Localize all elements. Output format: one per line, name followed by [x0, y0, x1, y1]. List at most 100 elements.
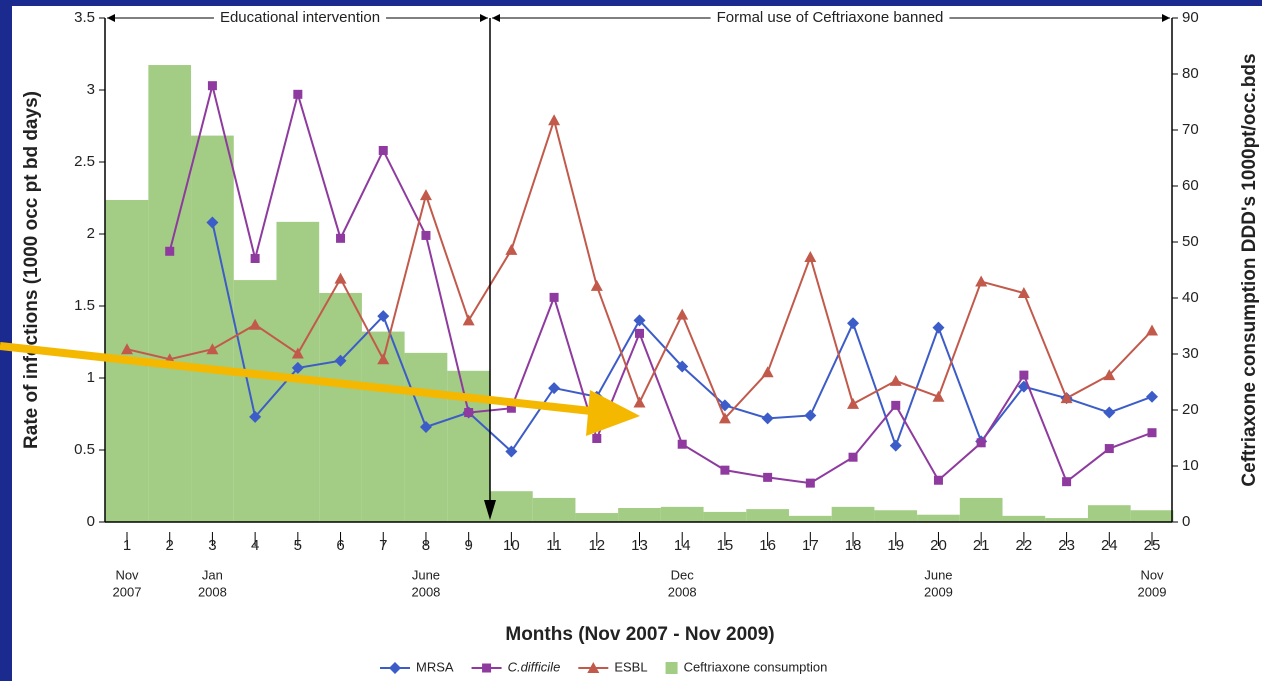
x-tick-label: 16 — [759, 537, 776, 554]
marker — [1147, 428, 1157, 438]
y2-tick-label: 20 — [1182, 401, 1199, 418]
y2-tick-label: 70 — [1182, 121, 1199, 138]
marker — [847, 317, 860, 330]
bar — [490, 491, 533, 522]
y-tick-label: 3 — [87, 81, 95, 98]
x-tick-label: 9 — [464, 537, 472, 554]
marker — [506, 403, 516, 413]
y-tick-label: 0.5 — [74, 441, 95, 458]
y-tick-label: 1.5 — [74, 297, 95, 314]
x-tick-label: 6 — [336, 537, 344, 554]
marker — [293, 89, 303, 99]
x-tick-label: 11 — [546, 537, 562, 554]
marker — [633, 314, 646, 327]
x-tick-label: 19 — [887, 537, 904, 554]
legend-marker — [665, 662, 678, 674]
y-tick-label: 3.5 — [74, 9, 95, 26]
marker — [207, 81, 217, 91]
x-tick-label: 13 — [631, 537, 648, 554]
bar — [831, 506, 875, 522]
bar — [660, 506, 704, 522]
period-year: 2009 — [1138, 584, 1167, 599]
marker — [165, 246, 175, 256]
series-line — [168, 85, 1153, 485]
y-tick-label: 1 — [87, 369, 95, 386]
marker — [804, 409, 817, 422]
period-month: June — [924, 567, 952, 582]
y-tick-label: 0 — [87, 513, 95, 530]
marker — [718, 412, 731, 424]
marker — [763, 472, 773, 482]
bar — [1045, 518, 1088, 522]
marker — [334, 354, 347, 367]
x-tick-label: 22 — [1016, 537, 1033, 554]
marker — [847, 397, 860, 409]
marker — [1104, 444, 1114, 454]
marker — [761, 366, 774, 378]
marker — [377, 353, 390, 365]
marker — [206, 343, 219, 355]
bar — [1130, 510, 1174, 522]
bar — [404, 352, 448, 522]
period-month: Jan — [202, 567, 223, 582]
marker — [548, 382, 561, 395]
y2-tick-label: 40 — [1182, 289, 1199, 306]
marker — [1017, 287, 1030, 299]
marker — [419, 189, 432, 201]
marker — [421, 230, 431, 240]
marker — [249, 318, 262, 330]
pointer-arrowhead — [586, 390, 640, 436]
marker — [1062, 477, 1072, 487]
y2-tick-label: 80 — [1182, 65, 1199, 82]
x-tick-label: 15 — [717, 537, 734, 554]
marker — [975, 275, 988, 287]
y-tick-label: 2 — [87, 225, 95, 242]
marker — [1103, 369, 1116, 381]
marker — [889, 374, 902, 386]
y2-tick-label: 60 — [1182, 177, 1199, 194]
annotation-arrowhead — [480, 14, 488, 22]
marker — [464, 408, 474, 418]
legend-label: Ceftriaxone consumption — [684, 659, 828, 674]
bar — [746, 509, 789, 522]
bar — [874, 510, 918, 522]
bar — [959, 497, 1003, 522]
period-month: June — [412, 567, 440, 582]
marker — [633, 396, 646, 408]
period-year: 2009 — [924, 584, 953, 599]
period-month: Dec — [671, 567, 695, 582]
y2-tick-label: 10 — [1182, 457, 1199, 474]
x-axis-label: Months (Nov 2007 - Nov 2009) — [505, 624, 774, 645]
bar — [148, 65, 192, 522]
marker — [291, 347, 304, 359]
x-tick-label: 8 — [422, 537, 430, 554]
legend-label: MRSA — [416, 659, 454, 674]
y2-tick-label: 0 — [1182, 513, 1190, 530]
marker — [718, 399, 731, 412]
marker — [635, 328, 644, 338]
period-year: 2008 — [668, 584, 697, 599]
x-tick-label: 24 — [1101, 537, 1118, 554]
bar — [618, 508, 661, 522]
period-year: 2008 — [411, 584, 440, 599]
bar — [319, 292, 362, 522]
marker — [1060, 392, 1073, 404]
annotation-arrowhead — [492, 14, 500, 22]
marker — [677, 439, 687, 449]
marker — [976, 438, 986, 448]
pointer-arrow — [0, 342, 601, 416]
marker — [592, 433, 602, 443]
annotation: Formal use of Ceftriaxone banned — [717, 9, 944, 26]
marker — [720, 465, 730, 475]
marker — [804, 251, 817, 263]
marker — [676, 360, 689, 373]
marker — [378, 145, 388, 155]
marker — [1019, 370, 1029, 380]
period-year: 2007 — [113, 584, 142, 599]
y2-tick-label: 50 — [1182, 233, 1199, 250]
x-tick-label: 23 — [1058, 537, 1075, 554]
marker — [761, 412, 774, 425]
bar — [575, 513, 619, 522]
